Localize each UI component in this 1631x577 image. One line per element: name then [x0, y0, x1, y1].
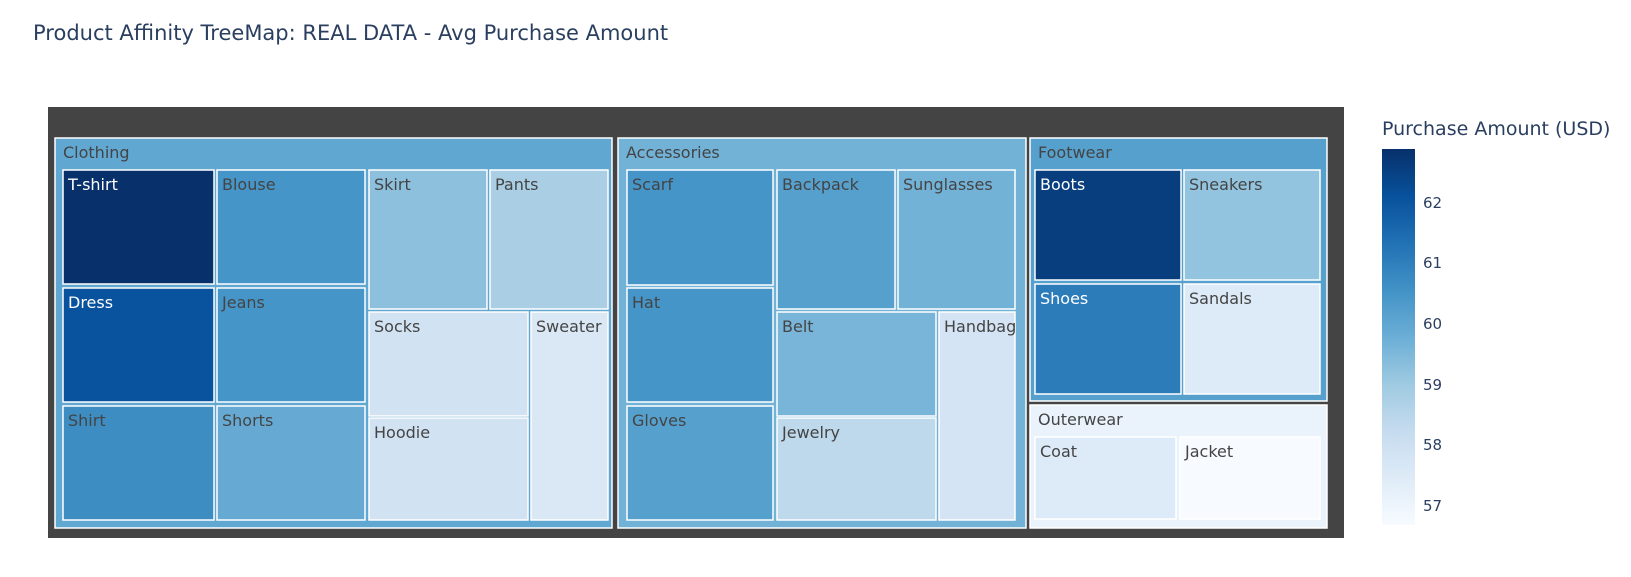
tile-scarf[interactable] — [626, 169, 774, 286]
tile-blouse[interactable] — [216, 169, 366, 285]
tile-sweater[interactable] — [530, 311, 609, 521]
tile-label-socks: Socks — [374, 317, 420, 336]
tile-jacket[interactable] — [1179, 436, 1321, 520]
tile-boots[interactable] — [1034, 169, 1182, 281]
tile-jewelry[interactable] — [776, 417, 937, 521]
colorbar-tick-label: 59 — [1423, 375, 1443, 394]
tile-label-skirt: Skirt — [374, 175, 411, 194]
tile-sunglasses[interactable] — [897, 169, 1016, 310]
tile-shoes[interactable] — [1034, 283, 1182, 395]
tile-jeans[interactable] — [216, 287, 366, 403]
tile-label-sunglasses: Sunglasses — [903, 175, 993, 194]
tile-label-t-shirt: T-shirt — [67, 175, 118, 194]
tile-skirt[interactable] — [368, 169, 488, 310]
tile-label-shorts: Shorts — [222, 411, 273, 430]
tile-hat[interactable] — [626, 287, 774, 403]
tile-dress[interactable] — [62, 287, 215, 403]
tile-label-blouse: Blouse — [222, 175, 276, 194]
tile-label-gloves: Gloves — [632, 411, 686, 430]
tile-pants[interactable] — [489, 169, 609, 310]
tile-label-clothing: Clothing — [63, 143, 130, 162]
colorbar-tick-label: 61 — [1423, 254, 1443, 273]
tile-belt[interactable] — [776, 311, 937, 417]
tile-shorts[interactable] — [216, 405, 366, 521]
tile-label-jacket: Jacket — [1184, 442, 1233, 461]
colorbar-title: Purchase Amount (USD) — [1382, 118, 1611, 140]
chart-title: Product Affinity TreeMap: REAL DATA - Av… — [33, 21, 669, 45]
tile-t-shirt[interactable] — [62, 169, 215, 285]
tile-label-sweater: Sweater — [536, 317, 602, 336]
colorbar-tick-label: 60 — [1423, 314, 1443, 333]
tile-label-footwear: Footwear — [1038, 143, 1112, 162]
tile-sandals[interactable] — [1183, 283, 1321, 395]
tile-label-outerwear: Outerwear — [1038, 410, 1123, 429]
tile-label-dress: Dress — [68, 293, 113, 312]
tile-label-sneakers: Sneakers — [1189, 175, 1262, 194]
tile-label-hat: Hat — [632, 293, 660, 312]
tile-label-belt: Belt — [782, 317, 814, 336]
colorbar-tick-label: 58 — [1423, 436, 1443, 455]
tile-shirt[interactable] — [62, 405, 215, 521]
tile-coat[interactable] — [1034, 436, 1177, 520]
tile-label-backpack: Backpack — [782, 175, 860, 194]
tile-label-boots: Boots — [1040, 175, 1085, 194]
tile-label-jewelry: Jewelry — [781, 423, 840, 442]
tile-label-jeans: Jeans — [221, 293, 265, 312]
tile-backpack[interactable] — [776, 169, 896, 310]
tile-label-shirt: Shirt — [68, 411, 106, 430]
tile-hoodie[interactable] — [368, 417, 529, 521]
tile-handbag[interactable] — [938, 311, 1016, 521]
colorbar-tick-label: 62 — [1423, 193, 1443, 212]
tile-label-pants: Pants — [495, 175, 538, 194]
tile-socks[interactable] — [368, 311, 529, 417]
tile-label-accessories: Accessories — [626, 143, 720, 162]
tile-label-coat: Coat — [1040, 442, 1077, 461]
tile-label-sandals: Sandals — [1189, 289, 1252, 308]
tile-label-hoodie: Hoodie — [374, 423, 430, 442]
tile-gloves[interactable] — [626, 405, 774, 521]
colorbar-tick-label: 57 — [1423, 496, 1443, 515]
colorbar — [1382, 149, 1415, 525]
tile-label-scarf: Scarf — [632, 175, 673, 194]
tile-label-handbag: Handbag — [944, 317, 1016, 336]
tile-sneakers[interactable] — [1183, 169, 1321, 281]
tile-label-shoes: Shoes — [1040, 289, 1088, 308]
